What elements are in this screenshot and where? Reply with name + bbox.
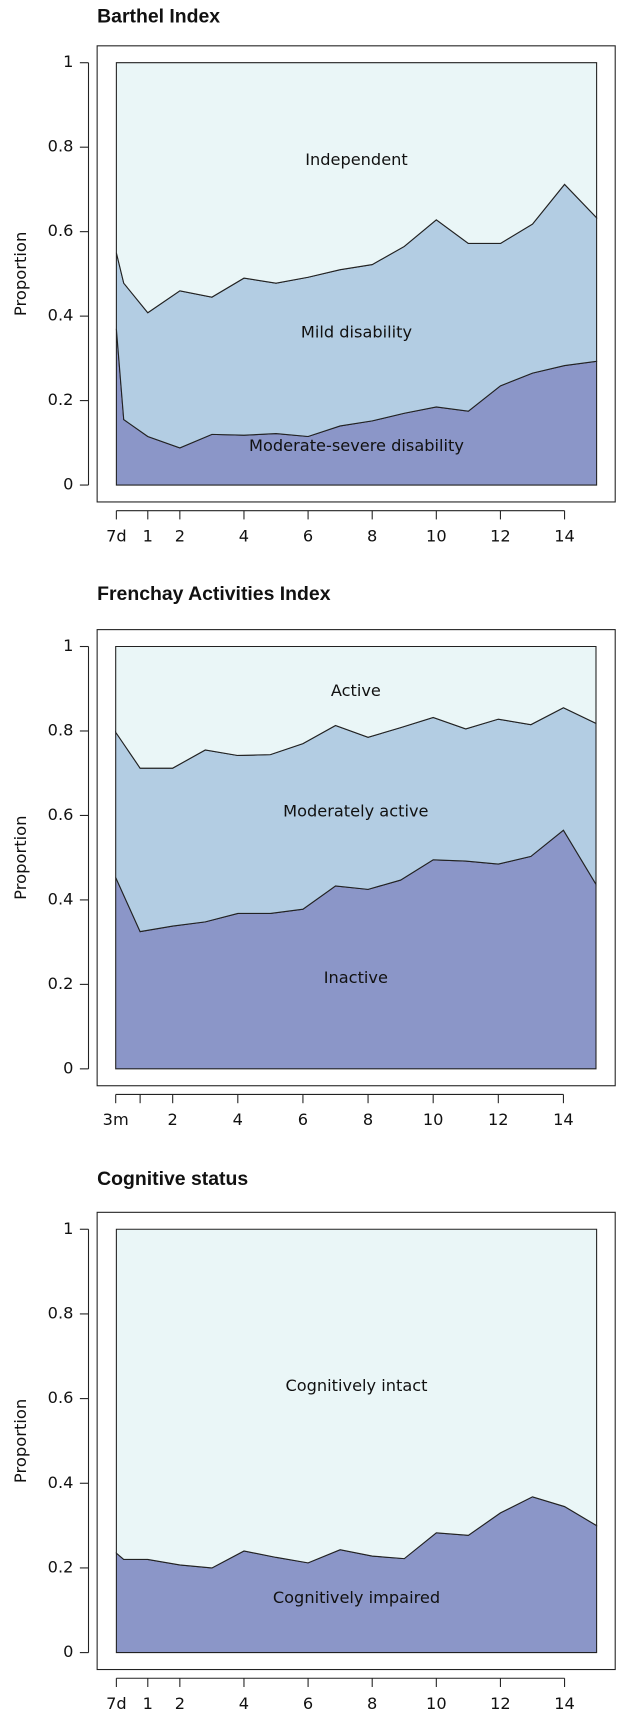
x-tick-label: 8 xyxy=(367,526,377,545)
area xyxy=(115,645,597,769)
x-tick-label: 6 xyxy=(303,1694,313,1711)
y-tick-label: 0 xyxy=(63,475,73,494)
y-tick-label: 0.6 xyxy=(48,805,74,824)
x-tick-label: 6 xyxy=(298,1110,308,1129)
x-tick-label: 14 xyxy=(554,526,575,545)
frame xyxy=(96,45,616,503)
y-axis-label: Proportion xyxy=(11,232,30,316)
x-tick-label: 10 xyxy=(426,526,447,545)
y-tick-label: 0.8 xyxy=(48,1303,74,1322)
x-tick-label: 4 xyxy=(239,526,249,545)
chart-title: Frenchay Activities Index xyxy=(97,583,330,605)
chart-title: Cognitive status xyxy=(97,1168,248,1190)
y-tick-label: 1 xyxy=(63,52,73,71)
x-tick-label: 14 xyxy=(553,1110,574,1129)
y-tick-label: 0.2 xyxy=(48,390,74,409)
frame xyxy=(96,629,616,1087)
y-tick-label: 0 xyxy=(63,1058,73,1077)
y-tick-label: 0 xyxy=(63,1642,73,1661)
area xyxy=(115,1228,598,1569)
x-tick-label: 1 xyxy=(143,1694,153,1711)
x-tick-label: 2 xyxy=(175,1694,185,1711)
x-tick-label: 1 xyxy=(143,526,153,545)
x-tick-label: 8 xyxy=(367,1694,377,1711)
area-label: Moderate-severe disability xyxy=(249,436,464,455)
y-tick-label: 0.6 xyxy=(48,221,74,240)
x-tick-label: 12 xyxy=(488,1110,509,1129)
y-tick-label: 0.2 xyxy=(48,1557,74,1576)
x-tick-label: 12 xyxy=(490,526,511,545)
frame xyxy=(96,1211,616,1671)
x-tick-label: 2 xyxy=(168,1110,178,1129)
y-tick-label: 0.4 xyxy=(48,306,74,325)
y-tick-label: 0.4 xyxy=(48,889,74,908)
x-tick-label: 10 xyxy=(423,1110,444,1129)
chart-title: Barthel Index xyxy=(97,6,220,28)
area-label: Cognitively impaired xyxy=(273,1588,440,1607)
y-tick-label: 0.8 xyxy=(48,137,74,156)
panel: Barthel Index Proportion Moderate-severe d… xyxy=(11,6,616,545)
x-tick-label: 12 xyxy=(490,1694,511,1711)
x-tick-label: 10 xyxy=(426,1694,447,1711)
y-tick-label: 0.2 xyxy=(48,974,74,993)
y-tick-label: 1 xyxy=(63,636,73,655)
x-tick-label: 7d xyxy=(106,1694,127,1711)
y-tick-label: 0.6 xyxy=(48,1388,74,1407)
y-axis-label: Proportion xyxy=(11,1399,30,1483)
area-label: Inactive xyxy=(324,968,388,987)
x-tick-label: 7d xyxy=(106,526,127,545)
area-label: Moderately active xyxy=(283,802,428,821)
x-tick-label: 4 xyxy=(239,1694,249,1711)
x-tick-label: 3m xyxy=(103,1110,129,1129)
x-tick-label: 4 xyxy=(233,1110,243,1129)
x-tick-label: 2 xyxy=(175,526,185,545)
y-axis-label: Proportion xyxy=(11,815,30,899)
area-label: Cognitively intact xyxy=(285,1376,427,1395)
y-tick-label: 0.4 xyxy=(48,1473,74,1492)
y-tick-label: 0.8 xyxy=(48,720,74,739)
area xyxy=(115,62,598,314)
area-label: Mild disability xyxy=(301,323,412,342)
panel: Cognitive status Proportion Cognitively im… xyxy=(11,1168,616,1711)
x-tick-label: 8 xyxy=(363,1110,373,1129)
area-label: Active xyxy=(331,681,381,700)
panel: Frenchay Activities Index Proportion Inact… xyxy=(11,583,616,1129)
x-tick-label: 14 xyxy=(554,1694,575,1711)
area-label: Independent xyxy=(305,150,408,169)
y-tick-label: 1 xyxy=(63,1219,73,1238)
x-tick-label: 6 xyxy=(303,526,313,545)
